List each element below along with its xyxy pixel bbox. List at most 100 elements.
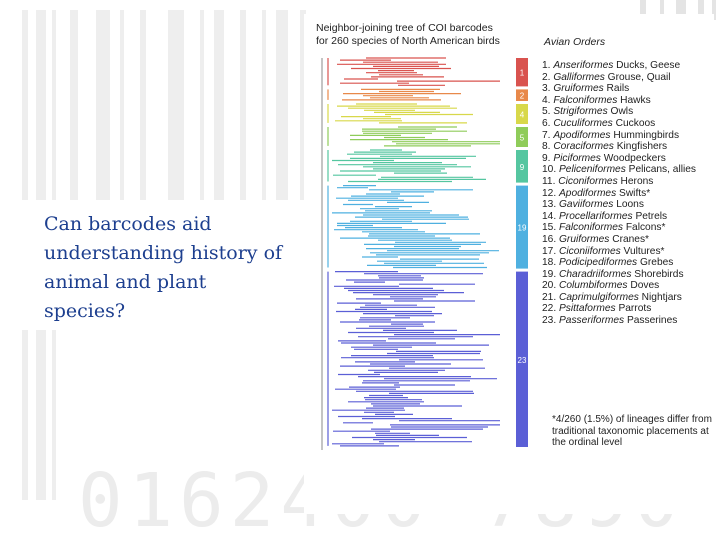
slide-question: Can barcodes aid understanding history o…: [44, 213, 283, 322]
order-common-name: Hawks: [617, 94, 651, 106]
order-number: 5.: [542, 106, 554, 118]
barcode-stripe: [660, 0, 664, 20]
order-number: 14.: [542, 210, 559, 222]
order-item: 3. Gruiformes Rails: [542, 83, 696, 95]
order-common-name: Owls: [607, 106, 634, 118]
order-common-name: Grouse, Quail: [604, 71, 671, 83]
figure-title-line-1: Neighbor-joining tree of COI barcodes: [316, 22, 493, 34]
clade-number-label: 5: [520, 134, 525, 143]
order-number: 22.: [542, 303, 559, 315]
order-item: 22. Psittaformes Parrots: [542, 303, 696, 315]
order-item: 7. Apodiformes Hummingbirds: [542, 130, 696, 142]
order-number: 19.: [542, 268, 559, 280]
order-item: 14. Procellariformes Petrels: [542, 211, 696, 223]
avian-orders-list: 1. Anseriformes Ducks, Geese 2. Galliform…: [542, 60, 696, 327]
order-number: 10.: [542, 164, 559, 176]
barcode-stripe: [676, 0, 686, 20]
order-item: 20. Columbiformes Doves: [542, 280, 696, 292]
order-item: 15. Falconiformes Falcons*: [542, 222, 696, 234]
order-item: 9. Piciformes Woodpeckers: [542, 153, 696, 165]
order-name: Podicipediformes: [559, 257, 638, 269]
clade-number-label: 23: [518, 356, 527, 365]
order-item: 10. Peliceniformes Pelicans, allies: [542, 164, 696, 176]
order-item: 1. Anseriformes Ducks, Geese: [542, 60, 696, 72]
order-item: 13. Gaviiformes Loons: [542, 199, 696, 211]
order-name: Passeriformes: [559, 315, 625, 327]
order-number: 8.: [542, 141, 554, 153]
barcode-stripe: [712, 0, 716, 20]
order-common-name: Ducks, Geese: [613, 60, 681, 71]
order-item: 19. Charadriiformes Shorebirds: [542, 269, 696, 281]
order-number: 6.: [542, 117, 554, 129]
barcode-stripe: [52, 330, 56, 500]
order-name: Anseriformes: [553, 60, 614, 71]
order-name: Ciconiformes: [558, 175, 618, 187]
order-name: Gaviiformes: [559, 199, 614, 211]
order-common-name: Shorebirds: [631, 268, 684, 280]
barcode-stripe: [168, 10, 184, 200]
barcode-stripe: [70, 10, 78, 200]
footnote: *4/260 (1.5%) of lineages differ from tr…: [552, 414, 712, 448]
barcode-stripe: [96, 10, 110, 200]
neighbor-joining-tree: 1 2 4 5 9 19 23: [321, 57, 528, 450]
order-name: Strigiformes: [553, 106, 608, 118]
order-name: Piciformes: [553, 152, 601, 164]
order-name: Charadriiformes: [559, 268, 632, 280]
clade-color-bar: [516, 271, 528, 447]
order-common-name: Parrots: [615, 303, 652, 315]
order-item: 8. Coraciformes Kingfishers: [542, 141, 696, 153]
barcode-stripe: [214, 10, 224, 200]
order-name: Caprimulgiformes: [559, 291, 639, 303]
clade-number-label: 2: [520, 92, 525, 101]
barcode-stripe: [36, 330, 46, 500]
order-common-name: Cuckoos: [612, 117, 656, 129]
order-common-name: Hummingbirds: [610, 129, 680, 141]
order-common-name: Loons: [613, 199, 644, 211]
figure-title: Neighbor-joining tree of COI barcodes fo…: [316, 22, 500, 48]
order-common-name: Vultures*: [620, 245, 665, 257]
order-number: 20.: [542, 280, 559, 292]
clade-color-bar: [516, 104, 528, 124]
order-common-name: Doves: [627, 280, 660, 292]
order-number: 21.: [542, 291, 559, 303]
barcode-stripe: [120, 10, 124, 200]
order-number: 7.: [542, 129, 554, 141]
order-name: Apodiformes: [559, 187, 617, 199]
order-common-name: Woodpeckers: [600, 152, 666, 164]
clade-color-bar: [516, 150, 528, 183]
order-name: Peliceniformes: [559, 164, 626, 176]
order-number: 3.: [542, 83, 554, 95]
order-item: 6. Cuculiformes Cuckoos: [542, 118, 696, 130]
order-common-name: Kingfishers: [613, 141, 668, 153]
order-item: 2. Galliformes Grouse, Quail: [542, 72, 696, 84]
order-common-name: Rails: [603, 83, 630, 95]
order-number: 15.: [542, 222, 559, 234]
order-number: 2.: [542, 71, 554, 83]
barcode-stripe: [140, 10, 146, 200]
barcode-stripe: [200, 10, 204, 200]
order-name: Falconiformes: [553, 94, 618, 106]
clade-color-bar: [516, 89, 528, 101]
order-item: 11. Ciconiformes Herons: [542, 176, 696, 188]
order-number: 13.: [542, 199, 559, 211]
order-common-name: Petrels: [632, 210, 668, 222]
barcode-stripe: [240, 10, 246, 200]
order-number: 18.: [542, 257, 559, 269]
order-number: 12.: [542, 187, 559, 199]
order-item: 16. Gruiformes Cranes*: [542, 234, 696, 246]
order-item: 12. Apodiformes Swifts*: [542, 188, 696, 200]
order-name: Gruiformes: [559, 233, 610, 245]
order-name: Galliformes: [553, 71, 605, 83]
order-name: Coraciformes: [553, 141, 614, 153]
order-common-name: Grebes: [637, 257, 674, 269]
order-name: Procellariformes: [559, 210, 633, 222]
order-name: Ciconiiformes: [559, 245, 621, 257]
order-number: 11.: [542, 175, 559, 187]
order-common-name: Herons: [617, 175, 654, 187]
order-common-name: Passerines: [624, 315, 678, 327]
order-number: 4.: [542, 94, 554, 106]
figure-title-line-2: for 260 species of North American birds: [316, 35, 500, 47]
order-number: 23.: [542, 315, 559, 327]
order-name: Columbiformes: [559, 280, 628, 292]
